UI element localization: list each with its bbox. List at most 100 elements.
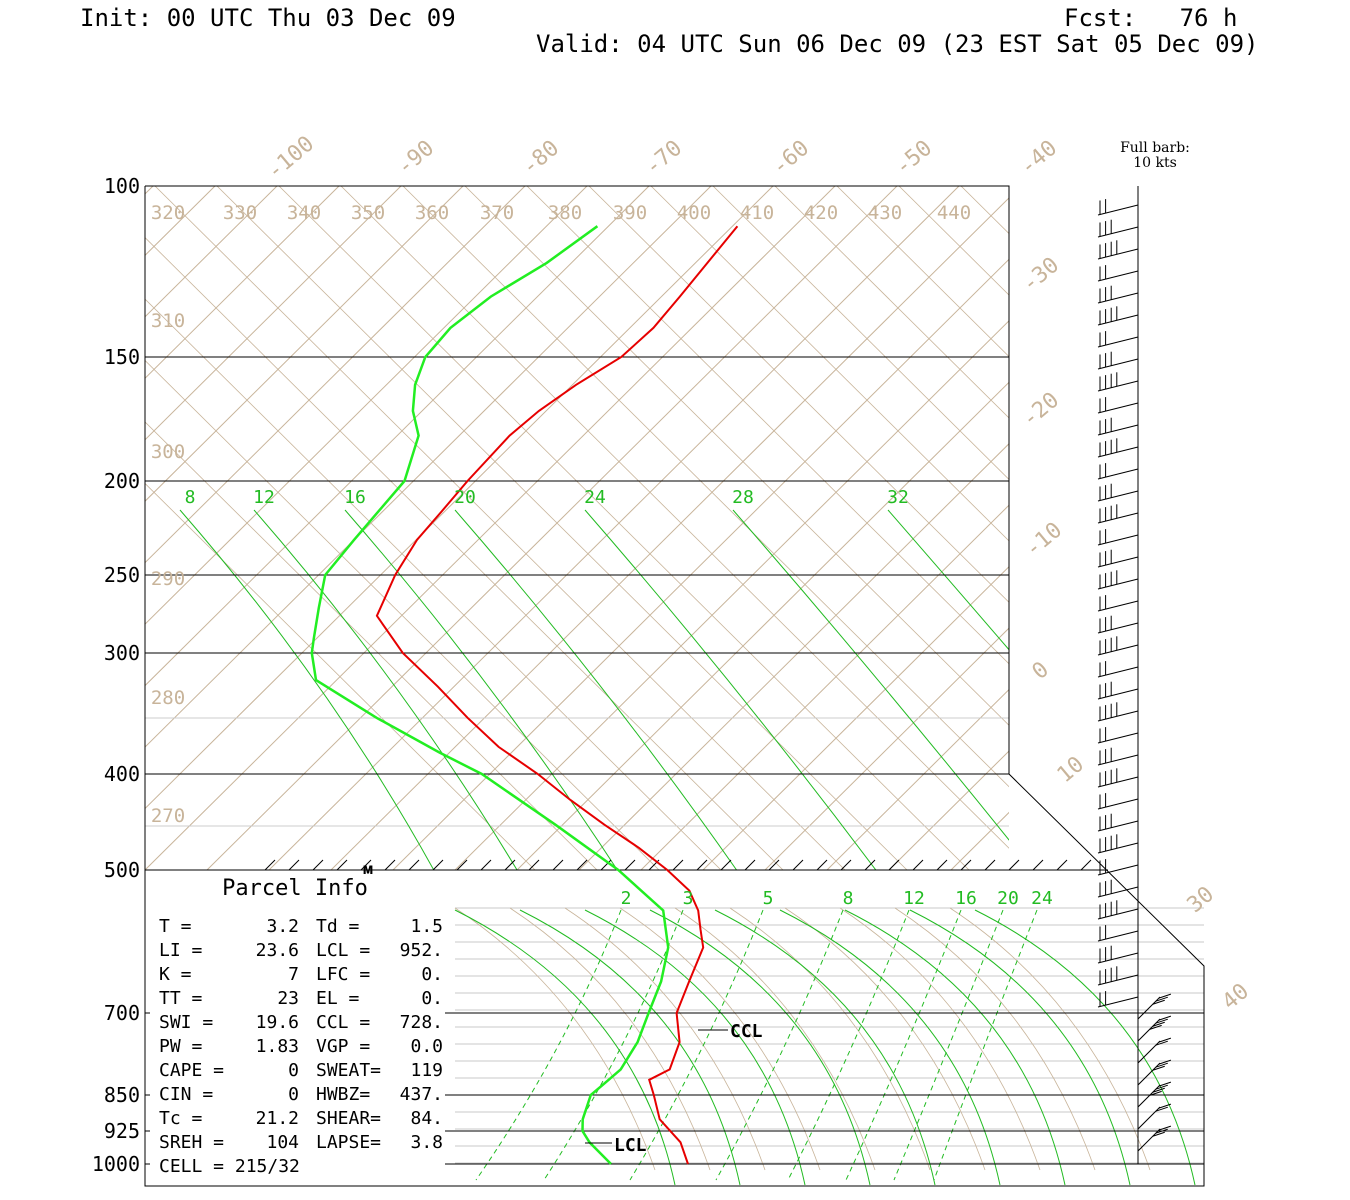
temperature-line [375, 225, 739, 1165]
dry-adiabat-line [526, 186, 1009, 665]
barb-flag [1158, 1125, 1172, 1131]
saturated-adiabat-line [475, 909, 622, 1181]
wind-barb [1097, 402, 1139, 414]
wind-barb [1097, 798, 1139, 810]
isotherm-line [1075, 186, 1350, 870]
parcel-left-value: 104 [266, 1132, 299, 1153]
parcel-right-value: 1.5 [410, 916, 443, 937]
isotherm-line [145, 186, 464, 502]
parcel-right-value: 0. [421, 988, 443, 1009]
saturated-adiabat-line [893, 909, 1004, 1181]
mixing-ratio-label: 16 [955, 888, 977, 909]
parcel-left-label: TT = [159, 988, 203, 1009]
tick-mark [288, 859, 300, 871]
mid-level-marker: M [363, 863, 373, 883]
wind-barb [1097, 292, 1139, 304]
parcel-right-value: 952. [400, 940, 443, 961]
mixing-ratio-label: 20 [997, 888, 1019, 909]
parcel-right-value: 0. [421, 964, 443, 985]
parcel-left-value: 21.2 [256, 1108, 299, 1129]
tick-mark [528, 859, 540, 871]
forecast-hour: Fcst: 76 h [1064, 4, 1238, 32]
barb-flag [1158, 1081, 1172, 1087]
dry-adiabat-line [836, 186, 1009, 358]
parcel-left-value: 23.6 [256, 940, 299, 961]
isotherm-line [0, 186, 91, 870]
isotherm-label: -100 [262, 131, 319, 184]
saturated-adiabat-line [933, 909, 1038, 1181]
wind-barb [1097, 600, 1139, 612]
dry-adiabat-line [154, 186, 846, 870]
isotherm-lower-line [949, 907, 1151, 1171]
isotherm-line [454, 320, 1009, 870]
barb-flag [1158, 993, 1172, 999]
parcel-right-label: SWEAT= [316, 1060, 381, 1081]
parcel-right-label: VGP = [316, 1036, 370, 1057]
tick-mark [576, 859, 588, 871]
wind-barb [1097, 424, 1139, 436]
parcel-left-label: CIN = [159, 1084, 213, 1105]
mixing-ratio-label: 8 [843, 888, 854, 909]
saturated-adiabat-line [629, 909, 764, 1181]
ccl-label: CCL [730, 1021, 763, 1042]
parcel-left-label: SWI = [159, 1012, 213, 1033]
theta-label: 340 [287, 202, 321, 224]
saturated-adiabat-line [715, 909, 844, 1181]
tick-mark [552, 859, 564, 871]
barb-flag [1158, 1037, 1172, 1043]
pressure-label: 100 [104, 174, 140, 198]
mixing-ratio-line [887, 509, 1009, 651]
tick-mark [720, 859, 732, 871]
saturated-adiabat-line [845, 909, 962, 1181]
mixing-ratio-line [732, 509, 1009, 841]
moist-adiabat-line [584, 909, 806, 1186]
isotherm-line [1323, 186, 1350, 870]
isotherm-line [1261, 186, 1350, 870]
theta-label: 280 [151, 687, 185, 709]
isotherm-label: 40 [1218, 979, 1254, 1015]
wind-barb [1097, 776, 1139, 788]
parcel-right-value: 119 [410, 1060, 443, 1081]
isotherm-label: -80 [518, 136, 565, 181]
isotherm-line [516, 381, 1009, 870]
isotherm-lower-line [784, 907, 986, 1171]
wind-barb [1097, 732, 1139, 744]
tick-mark [408, 859, 420, 871]
wind-barb [1097, 842, 1139, 854]
parcel-info-panel: Parcel Info T = 3.2 LI = 23.6 K = 7 TT = 23 SWI =… [150, 874, 445, 1184]
isotherm-label: -90 [393, 136, 440, 181]
parcel-left-value: 23 [277, 988, 299, 1009]
isotherm-label: -20 [1018, 388, 1065, 433]
barb-flag [1152, 1021, 1165, 1027]
dry-adiabat-line [145, 421, 598, 870]
theta-label: 430 [868, 202, 902, 224]
parcel-right-label: Td = [316, 916, 360, 937]
tick-mark [432, 859, 444, 871]
wind-barb [1097, 226, 1139, 238]
barb-legend-unit: 10 kts [1133, 155, 1177, 171]
parcel-left-value: 1.83 [256, 1036, 299, 1057]
wind-barb [1097, 908, 1139, 920]
mixing-ratio-line [584, 509, 877, 870]
isotherm-lower-line [619, 907, 821, 1171]
parcel-left-label: PW = [159, 1036, 203, 1057]
parcel-left-label: K = [159, 964, 192, 985]
wind-barb [1097, 204, 1139, 216]
moist-adiabat-line [714, 909, 936, 1186]
parcel-right-label: EL = [316, 988, 360, 1009]
parcel-left-label: SREH = [159, 1132, 224, 1153]
tick-mark [1008, 859, 1020, 871]
isotherm-line [145, 186, 278, 318]
mixing-ratio-line [344, 509, 618, 870]
parcel-info-title: Parcel Info [222, 876, 368, 901]
parcel-cell: CELL = 215/32 [159, 1156, 300, 1177]
theta-label: 310 [151, 310, 185, 332]
isotherm-line [330, 197, 1009, 870]
mixing-ratio-label: 8 [185, 487, 196, 508]
tick-mark [960, 859, 972, 871]
theta-label: 390 [613, 202, 647, 224]
moist-adiabat-line [974, 909, 1196, 1186]
parcel-right-label: CCL = [316, 1012, 370, 1033]
isotherm-label: -70 [641, 136, 688, 181]
